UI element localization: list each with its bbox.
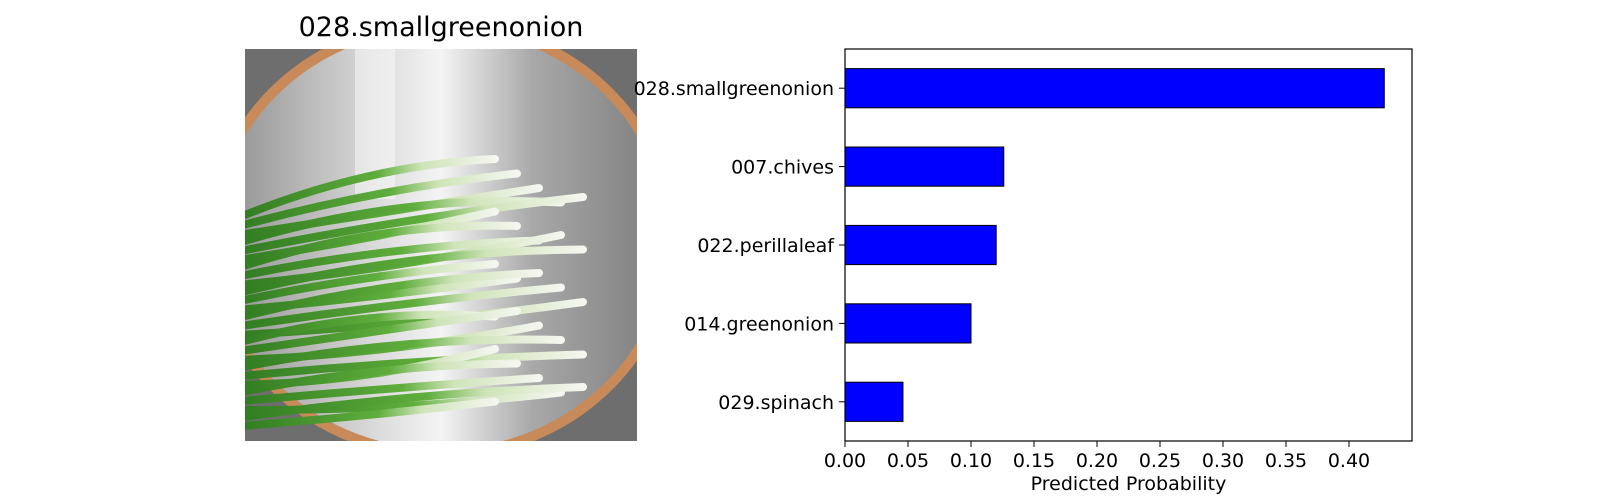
input-photo — [245, 49, 637, 441]
bar-0 — [844, 68, 1385, 109]
y-tick-label: 028.smallgreenonion — [634, 78, 834, 100]
x-tick-label: 0.00 — [824, 450, 866, 472]
onion-stalk — [245, 350, 587, 380]
onion-stalk — [245, 236, 543, 280]
bar-3 — [844, 303, 972, 344]
onion-stalk — [245, 335, 565, 371]
onion-stalk — [245, 169, 521, 229]
x-tick-label: 0.15 — [1013, 450, 1055, 472]
onion-stalk — [245, 383, 587, 421]
onion-stalk — [245, 283, 565, 330]
x-tick-label: 0.20 — [1076, 450, 1118, 472]
x-axis-label: Predicted Probability — [1031, 473, 1227, 495]
y-tick-label: 022.perillaleaf — [697, 235, 835, 257]
y-tick-label: 007.chives — [731, 157, 834, 179]
x-tick-label: 0.05 — [887, 450, 929, 472]
x-tick-label: 0.35 — [1265, 450, 1307, 472]
axes-frame — [844, 48, 1413, 442]
bar-1 — [844, 146, 1005, 187]
onion-stalk — [245, 269, 543, 321]
bar-4 — [844, 381, 904, 422]
x-tick-label: 0.10 — [950, 450, 992, 472]
onion-stalk — [245, 193, 587, 255]
x-tick-label: 0.40 — [1328, 450, 1370, 472]
y-tick-label: 014.greenonion — [684, 313, 834, 335]
image-title: 028.smallgreenonion — [298, 12, 584, 43]
onion-stalk — [245, 359, 521, 396]
onion-stalk — [245, 221, 521, 270]
y-tick-label: 029.spinach — [718, 392, 834, 414]
onion-stalk — [245, 260, 499, 304]
onion-stalk — [245, 307, 521, 355]
onion-stalk — [245, 245, 587, 296]
x-tick-label: 0.30 — [1202, 450, 1244, 472]
onion-stalk — [245, 155, 499, 220]
bar-2 — [844, 224, 997, 266]
x-tick-label: 0.25 — [1139, 450, 1181, 472]
onion-stalk — [245, 397, 499, 430]
onion-stalk — [245, 374, 543, 405]
